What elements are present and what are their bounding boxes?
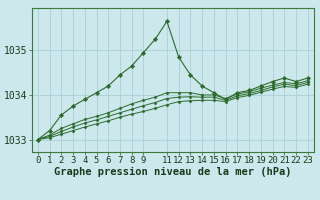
X-axis label: Graphe pression niveau de la mer (hPa): Graphe pression niveau de la mer (hPa) — [54, 167, 292, 177]
